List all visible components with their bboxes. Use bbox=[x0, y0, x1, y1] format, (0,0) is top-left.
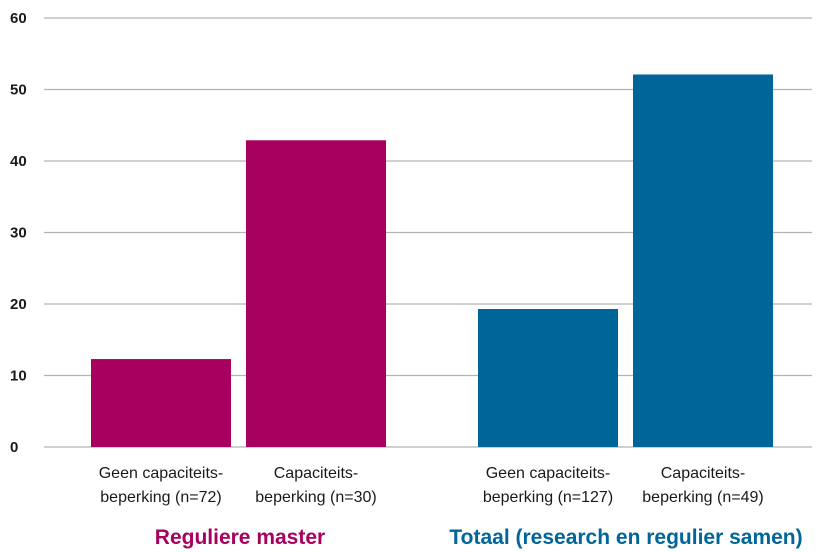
category-label: beperking (n=49) bbox=[642, 489, 763, 506]
bars bbox=[91, 74, 773, 448]
bar bbox=[91, 359, 231, 447]
category-label: beperking (n=127) bbox=[483, 489, 613, 506]
y-tick-label: 40 bbox=[10, 153, 27, 170]
bar bbox=[246, 140, 386, 447]
category-label: Geen capaciteits- bbox=[486, 465, 611, 482]
category-labels: Geen capaciteits-beperking (n=72) Capacit… bbox=[99, 465, 764, 506]
category-label: Capaciteits- bbox=[661, 465, 745, 482]
group-label: Reguliere master bbox=[155, 526, 325, 549]
bar bbox=[478, 309, 618, 447]
y-axis-ticks: 0 10 20 30 40 50 60 bbox=[10, 10, 27, 456]
y-tick-label: 10 bbox=[10, 368, 27, 385]
category-label: beperking (n=30) bbox=[255, 489, 376, 506]
category-label: beperking (n=72) bbox=[100, 489, 221, 506]
bar bbox=[633, 74, 773, 448]
y-tick-label: 50 bbox=[10, 82, 27, 99]
y-tick-label: 20 bbox=[10, 296, 27, 313]
category-label: Geen capaciteits- bbox=[99, 465, 224, 482]
y-tick-label: 30 bbox=[10, 225, 27, 242]
group-label: Totaal (research en regulier samen) bbox=[449, 526, 802, 549]
group-labels: Reguliere master Totaal (research en regu… bbox=[155, 526, 803, 549]
y-tick-label: 60 bbox=[10, 10, 27, 27]
category-label: Capaciteits- bbox=[274, 465, 358, 482]
y-tick-label: 0 bbox=[10, 439, 18, 456]
